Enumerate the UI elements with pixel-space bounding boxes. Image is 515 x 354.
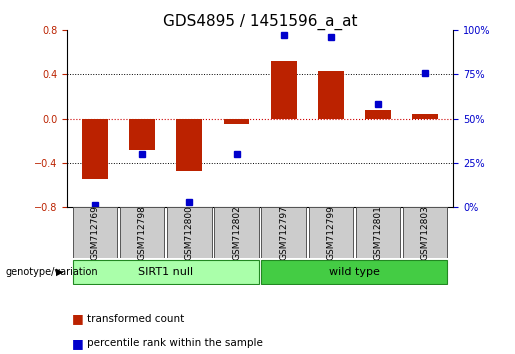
- Bar: [177, 119, 202, 171]
- Text: GSM712798: GSM712798: [138, 205, 147, 260]
- Text: genotype/variation: genotype/variation: [5, 267, 98, 277]
- Bar: [412, 114, 438, 119]
- Text: wild type: wild type: [329, 267, 380, 277]
- FancyBboxPatch shape: [262, 207, 306, 258]
- Title: GDS4895 / 1451596_a_at: GDS4895 / 1451596_a_at: [163, 14, 357, 30]
- Bar: [224, 119, 249, 124]
- Text: transformed count: transformed count: [87, 314, 184, 324]
- Bar: [365, 110, 391, 119]
- Bar: [318, 71, 344, 119]
- FancyBboxPatch shape: [356, 207, 400, 258]
- FancyBboxPatch shape: [73, 260, 259, 284]
- Text: percentile rank within the sample: percentile rank within the sample: [87, 338, 263, 348]
- FancyBboxPatch shape: [403, 207, 447, 258]
- FancyBboxPatch shape: [308, 207, 353, 258]
- Text: GSM712800: GSM712800: [185, 205, 194, 260]
- FancyBboxPatch shape: [73, 207, 117, 258]
- FancyBboxPatch shape: [167, 207, 212, 258]
- Text: ■: ■: [72, 312, 84, 325]
- Bar: [129, 119, 155, 149]
- Bar: [82, 119, 108, 179]
- Text: ▶: ▶: [56, 267, 63, 277]
- Text: GSM712797: GSM712797: [279, 205, 288, 260]
- Text: GSM712769: GSM712769: [91, 205, 100, 260]
- Text: ■: ■: [72, 337, 84, 350]
- Text: GSM712803: GSM712803: [420, 205, 430, 260]
- Text: GSM712799: GSM712799: [326, 205, 335, 260]
- Text: SIRT1 null: SIRT1 null: [139, 267, 194, 277]
- Text: GSM712801: GSM712801: [373, 205, 382, 260]
- FancyBboxPatch shape: [262, 260, 447, 284]
- FancyBboxPatch shape: [214, 207, 259, 258]
- Text: GSM712802: GSM712802: [232, 205, 241, 260]
- FancyBboxPatch shape: [120, 207, 164, 258]
- Bar: [271, 61, 297, 119]
